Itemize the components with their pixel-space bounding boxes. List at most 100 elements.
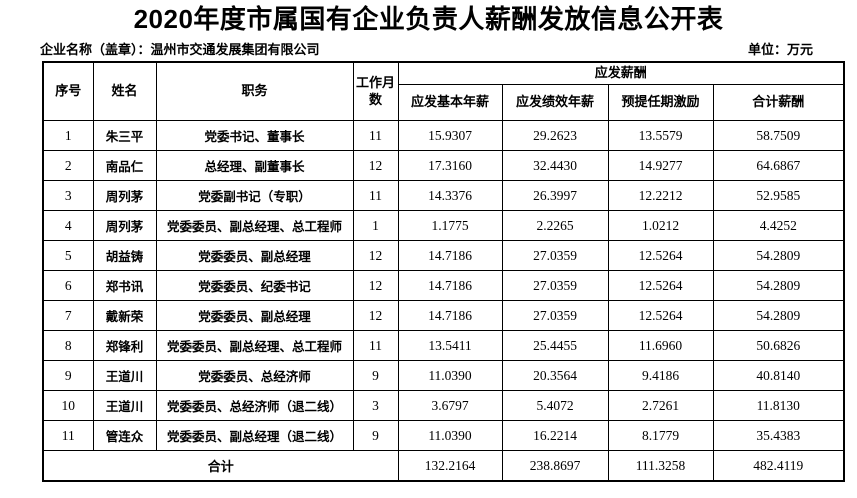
header-months: 工作月数 [352,61,399,121]
row-index: 1 [42,120,94,151]
row-base: 3.6797 [397,390,503,421]
row-incentive: 2.7261 [607,390,714,421]
row-months: 1 [352,210,399,241]
table-row: 10 王道川 党委委员、总经济师（退二线） 3 3.6797 5.4072 2.… [42,390,845,421]
table-row: 1 朱三平 党委书记、董事长 11 15.9307 29.2623 13.557… [42,120,845,151]
row-index: 7 [42,300,94,331]
row-incentive: 12.5264 [607,240,714,271]
row-base: 15.9307 [397,120,503,151]
row-total: 4.4252 [712,210,845,241]
row-incentive: 9.4186 [607,360,714,391]
row-months: 11 [352,180,399,211]
table-row: 8 郑锋利 党委委员、副总经理、总工程师 11 13.5411 25.4455 … [42,330,845,361]
row-incentive: 8.1779 [607,420,714,451]
row-months: 11 [352,120,399,151]
company-name-label: 企业名称（盖章）：温州市交通发展集团有限公司 [40,42,320,57]
total-row: 合计 132.2164 238.8697 111.3258 482.4119 [42,450,845,482]
row-name: 南品仁 [92,150,157,181]
row-perf: 27.0359 [501,240,609,271]
row-name: 周列茅 [92,180,157,211]
row-months: 12 [352,300,399,331]
meta-row: 企业名称（盖章）：温州市交通发展集团有限公司 单位：万元 [40,39,843,58]
page-title: 2020年度市属国有企业负责人薪酬发放信息公开表 [133,4,724,34]
row-index: 9 [42,360,94,391]
row-name: 周列茅 [92,210,157,241]
row-position: 党委委员、副总经理、总工程师 [155,330,354,361]
row-position: 党委委员、总经济师（退二线） [155,390,354,421]
row-name: 王道川 [92,360,157,391]
row-perf: 26.3997 [501,180,609,211]
row-index: 11 [42,420,94,451]
row-name: 胡益铸 [92,240,157,271]
unit-label: 单位：万元 [747,42,813,57]
table-row: 6 郑书讯 党委委员、纪委书记 12 14.7186 27.0359 12.52… [42,270,845,301]
row-position: 总经理、副董事长 [155,150,354,181]
header-term-incentive: 预提任期激励 [607,84,714,121]
row-index: 3 [42,180,94,211]
row-name: 郑书讯 [92,270,157,301]
row-base: 13.5411 [397,330,503,361]
row-index: 8 [42,330,94,361]
row-months: 11 [352,330,399,361]
row-name: 戴新荣 [92,300,157,331]
row-total: 40.8140 [712,360,845,391]
row-total: 54.2809 [712,240,845,271]
row-incentive: 12.2212 [607,180,714,211]
row-position: 党委委员、副总经理 [155,240,354,271]
row-base: 14.7186 [397,240,503,271]
row-months: 9 [352,420,399,451]
row-incentive: 1.0212 [607,210,714,241]
row-incentive: 12.5264 [607,300,714,331]
total-base: 132.2164 [397,450,503,482]
row-name: 管连众 [92,420,157,451]
row-index: 2 [42,150,94,181]
row-base: 14.7186 [397,300,503,331]
row-total: 11.8130 [712,390,845,421]
row-name: 王道川 [92,390,157,421]
row-index: 4 [42,210,94,241]
row-months: 3 [352,390,399,421]
table-row: 5 胡益铸 党委委员、副总经理 12 14.7186 27.0359 12.52… [42,240,845,271]
row-index: 5 [42,240,94,271]
row-total: 54.2809 [712,270,845,301]
row-position: 党委委员、副总经理、总工程师 [155,210,354,241]
row-base: 1.1775 [397,210,503,241]
row-perf: 32.4430 [501,150,609,181]
row-perf: 27.0359 [501,300,609,331]
row-total: 54.2809 [712,300,845,331]
header-total-salary: 合计薪酬 [712,84,845,121]
header-name: 姓名 [92,61,157,121]
row-total: 35.4383 [712,420,845,451]
header-index: 序号 [42,61,94,121]
row-months: 9 [352,360,399,391]
row-base: 14.7186 [397,270,503,301]
row-position: 党委书记、董事长 [155,120,354,151]
row-position: 党委委员、纪委书记 [155,270,354,301]
header-base-salary: 应发基本年薪 [397,84,503,121]
table-row: 4 周列茅 党委委员、副总经理、总工程师 1 1.1775 2.2265 1.0… [42,210,845,241]
row-base: 11.0390 [397,420,503,451]
row-incentive: 14.9277 [607,150,714,181]
table-row: 3 周列茅 党委副书记（专职） 11 14.3376 26.3997 12.22… [42,180,845,211]
row-perf: 29.2623 [501,120,609,151]
table-body: 1 朱三平 党委书记、董事长 11 15.9307 29.2623 13.557… [42,120,845,451]
row-base: 14.3376 [397,180,503,211]
row-base: 11.0390 [397,360,503,391]
row-perf: 20.3564 [501,360,609,391]
row-months: 12 [352,150,399,181]
row-index: 10 [42,390,94,421]
row-position: 党委委员、总经济师 [155,360,354,391]
row-total: 52.9585 [712,180,845,211]
row-total: 50.6826 [712,330,845,361]
row-position: 党委副书记（专职） [155,180,354,211]
table-row: 11 管连众 党委委员、副总经理（退二线） 9 11.0390 16.2214 … [42,420,845,451]
row-total: 64.6867 [712,150,845,181]
row-total: 58.7509 [712,120,845,151]
table-footer: 合计 132.2164 238.8697 111.3258 482.4119 [42,450,845,482]
row-perf: 16.2214 [501,420,609,451]
header-performance-salary: 应发绩效年薪 [501,84,609,121]
row-incentive: 13.5579 [607,120,714,151]
row-perf: 5.4072 [501,390,609,421]
row-name: 郑锋利 [92,330,157,361]
salary-table: 序号 姓名 职务 工作月数 应发薪酬 应发基本年薪 应发绩效年薪 预提任期激励 … [42,61,846,482]
